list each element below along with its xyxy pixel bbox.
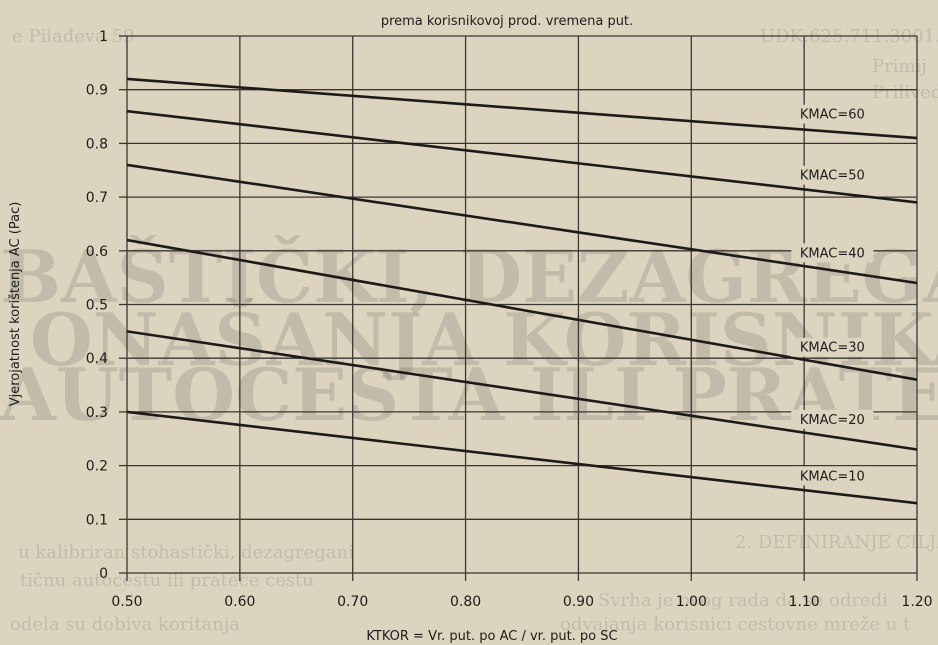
y-tick-label: 0.1 [86,512,108,528]
bleed-section: 2. DEFINIRANJE CILJA ISTR [735,532,938,553]
x-tick-label: 0.80 [450,594,481,610]
series-labels: KMAC=60 KMAC=50 KMAC=40 KMAC=30 KMAC=20 KMAC=… [791,104,874,486]
series-line [126,410,918,505]
x-axis-label: KTKOR = Vr. put. po AC / vr. put. po SC [366,629,617,644]
bleed-right-2: Prilived [872,82,938,103]
series-line [126,330,918,451]
series-label: KMAC=50 [800,169,865,184]
y-tick-label: 0.7 [86,190,108,206]
bleed-para-1: u kalibriran stohastički, dezagregani [18,542,354,563]
bleed-para-3: odela su dobiva koritanja [10,614,240,635]
y-tick-label: 0 [99,566,108,582]
series-label-bg [791,337,874,357]
bleed-para-5: odvajanja korisnici cestovne mreže u t [560,614,911,635]
series-label-bg [791,409,874,429]
x-tick-label: 0.60 [224,594,255,610]
series-label: KMAC=40 [800,246,865,261]
x-tick-label: 0.90 [563,594,594,610]
y-tick-label: 0.2 [86,459,108,475]
bleed-heading-3: AUTOCESTA ILI PRATEĆA CEST [0,352,938,437]
x-tick-label: 0.50 [111,594,142,610]
series-label: KMAC=60 [800,108,865,123]
y-tick-label: 1 [99,29,108,45]
series-label-bg [791,466,874,486]
series-label: KMAC=10 [800,469,865,484]
bleed-para-4: Svrha je ovog rada da se odredi [598,590,888,611]
series-label: KMAC=30 [800,341,865,356]
grid [119,35,918,581]
y-tick-label: 0.5 [86,298,108,314]
y-tick-label: 0.8 [86,136,108,152]
bleed-top-left: e Pilađeva 59 [12,26,134,47]
y-tick-label: 0.9 [86,83,108,99]
y-tick-label: 0.3 [86,405,108,421]
bleed-right-1: Primij [872,56,927,77]
series-lines [126,77,918,505]
chart-title: prema korisnikovoj prod. vremena put. [381,14,633,29]
x-tick-label: 0.70 [337,594,368,610]
tick-labels: 0.50 0.60 0.70 0.80 0.90 1.00 1.10 1.20 0 0.1 0.2 0… [86,29,933,610]
series-line [126,77,918,140]
series-line [126,163,918,285]
x-tick-label: 1.00 [676,594,707,610]
series-label-bg [791,104,874,124]
series-label-bg [791,165,874,185]
x-tick-label: 1.10 [789,594,820,610]
series-label: KMAC=20 [800,413,865,428]
y-axis-label: Vjerojatnost korištenja AC (Pac) [8,202,23,407]
x-tick-label: 1.20 [901,594,932,610]
series-label-bg [791,243,874,263]
series-line [126,109,918,204]
series-line [126,238,918,381]
y-tick-label: 0.6 [86,244,108,260]
y-tick-label: 0.4 [86,351,108,367]
